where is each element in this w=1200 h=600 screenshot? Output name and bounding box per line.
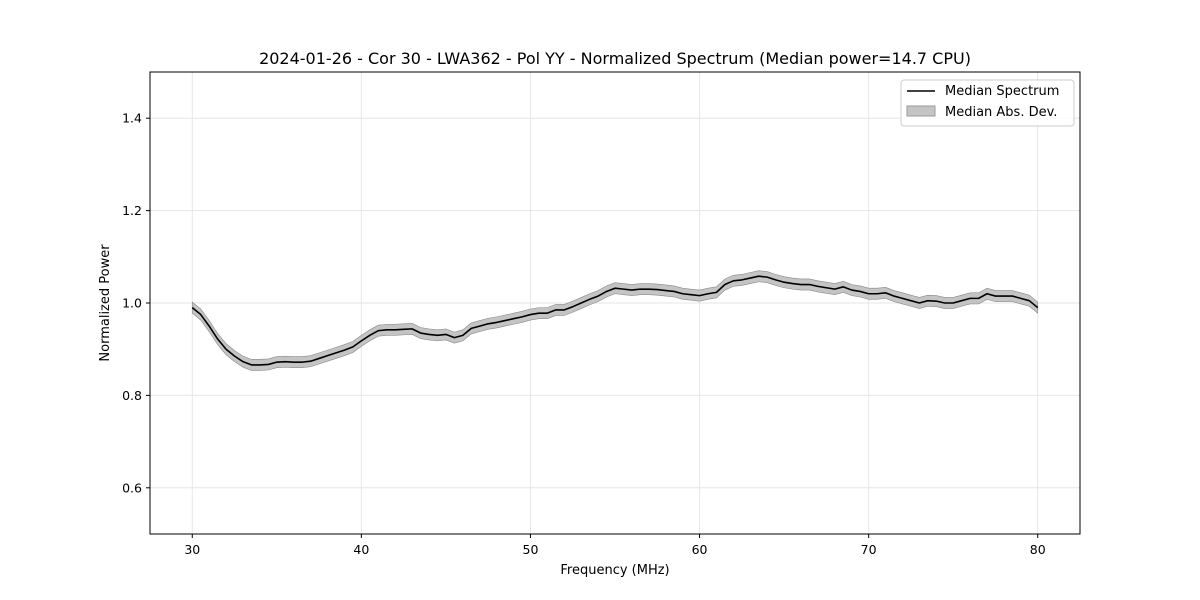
median-abs-dev-area <box>191 270 1039 371</box>
x-tick-label: 70 <box>861 542 877 557</box>
x-tick-label: 50 <box>523 542 539 557</box>
median-abs-dev-band <box>191 270 1039 371</box>
y-axis-ticks: 0.6 0.8 1.0 1.2 1.4 <box>122 111 150 495</box>
y-tick-label: 1.0 <box>122 296 142 311</box>
x-axis-label: Frequency (MHz) <box>560 563 669 578</box>
x-tick-label: 40 <box>353 542 369 557</box>
legend-label-median-spectrum: Median Spectrum <box>945 84 1059 99</box>
legend: Median Spectrum Median Abs. Dev. <box>900 79 1075 127</box>
y-tick-label: 0.8 <box>122 388 142 403</box>
legend-band-swatch <box>906 105 936 117</box>
x-tick-label: 60 <box>692 542 708 557</box>
legend-box <box>900 79 1075 127</box>
chart-title: 2024-01-26 - Cor 30 - LWA362 - Pol YY - … <box>259 49 971 68</box>
median-spectrum-line <box>191 275 1039 366</box>
x-tick-label: 80 <box>1030 542 1046 557</box>
median-spectrum-series <box>191 275 1039 366</box>
x-tick-label: 30 <box>184 542 200 557</box>
legend-label-median-abs-dev: Median Abs. Dev. <box>945 105 1057 120</box>
y-tick-label: 1.2 <box>122 203 142 218</box>
y-tick-label: 0.6 <box>122 480 142 495</box>
y-tick-label: 1.4 <box>122 111 142 126</box>
x-axis-ticks: 30 40 50 60 70 80 <box>184 534 1046 557</box>
y-axis-label: Normalized Power <box>98 244 113 362</box>
